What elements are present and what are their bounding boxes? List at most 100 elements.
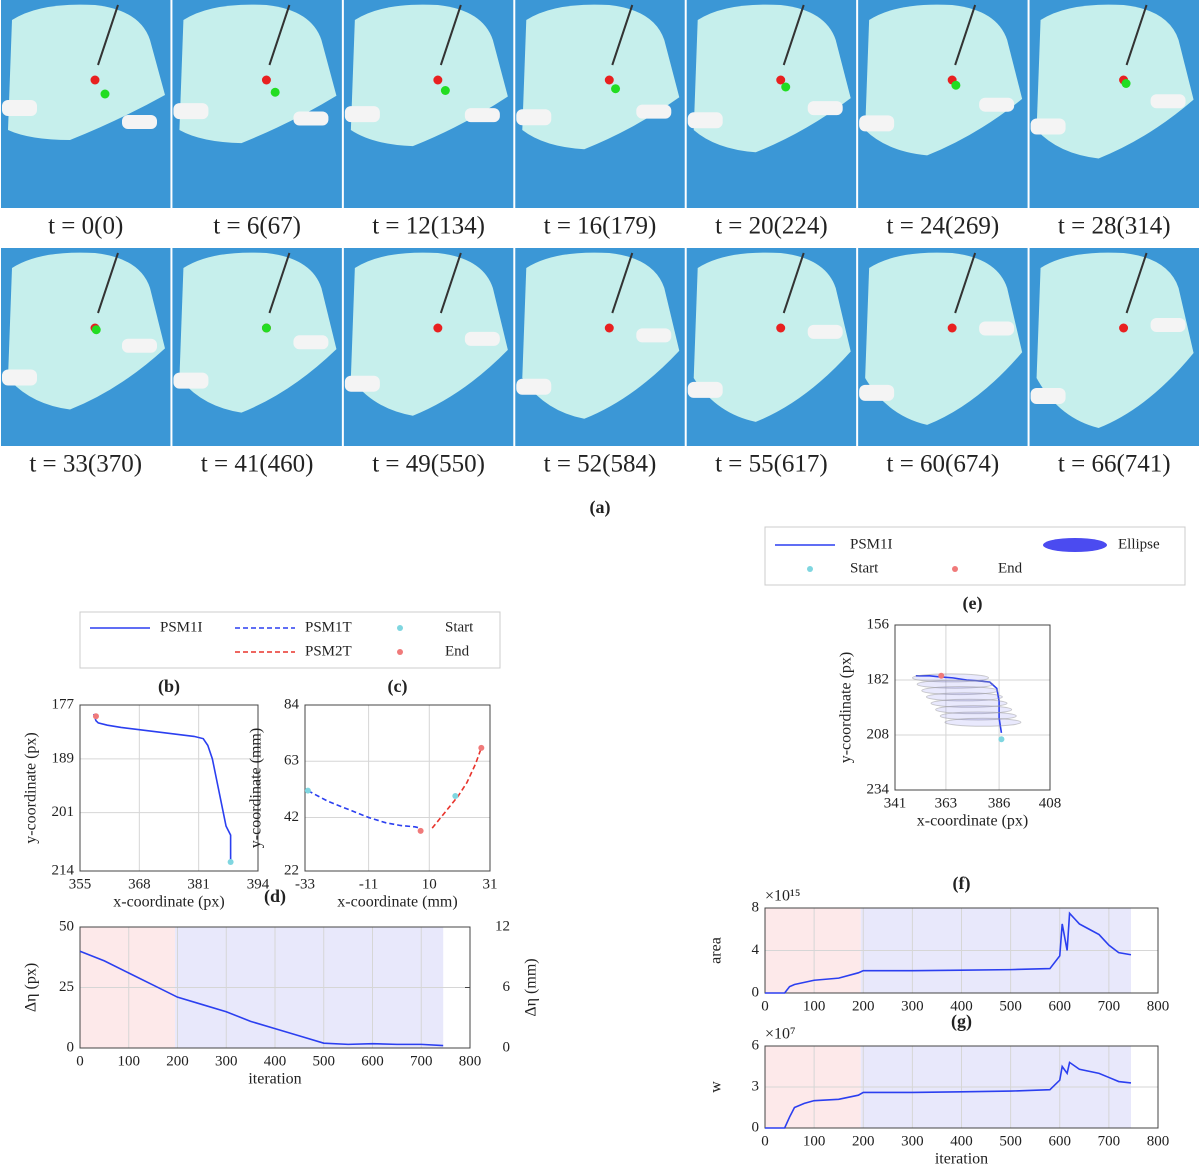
target-dot bbox=[1119, 323, 1129, 333]
plot-frame bbox=[79, 704, 259, 872]
clamp bbox=[516, 109, 552, 126]
y-tick-label: 189 bbox=[52, 750, 75, 766]
target-dot bbox=[604, 75, 614, 85]
x-axis-label: x-coordinate (px) bbox=[113, 894, 225, 911]
clamp bbox=[464, 331, 500, 346]
y-tick-label: 156 bbox=[867, 616, 890, 632]
needle bbox=[611, 4, 634, 66]
x-tick-label: 400 bbox=[950, 1133, 973, 1149]
panel-label: (d) bbox=[264, 886, 286, 907]
x-tick-label: 200 bbox=[852, 998, 875, 1014]
frame-caption: t = 12(134) bbox=[372, 213, 485, 240]
frame-caption: t = 49(550) bbox=[372, 451, 485, 478]
tracked-dot bbox=[781, 82, 791, 92]
tissue bbox=[8, 4, 165, 141]
target-dot bbox=[776, 75, 786, 85]
target-dot bbox=[433, 323, 443, 333]
tissue bbox=[865, 252, 1023, 425]
needle bbox=[268, 252, 291, 314]
y-multiplier: ×10⁷ bbox=[765, 1026, 796, 1043]
x-tick-label: -11 bbox=[359, 876, 378, 892]
clamp bbox=[636, 328, 672, 343]
x-tick-label: 100 bbox=[803, 1133, 826, 1149]
photo bbox=[1, 0, 171, 208]
tissue bbox=[179, 252, 337, 413]
legend-marker bbox=[397, 649, 403, 655]
frame-caption: t = 41(460) bbox=[201, 451, 314, 478]
needle bbox=[782, 252, 805, 314]
y-tick-label: 0 bbox=[67, 1039, 75, 1055]
line bbox=[79, 950, 444, 1047]
legend-label: End bbox=[998, 560, 1023, 576]
legend-label: PSM2T bbox=[305, 643, 352, 659]
y2-tick-label: 12 bbox=[495, 918, 510, 934]
x-tick-label: 400 bbox=[264, 1053, 287, 1069]
ellipse bbox=[944, 717, 1022, 727]
photo bbox=[1029, 248, 1199, 446]
ellipse bbox=[916, 679, 994, 689]
tracked-dot bbox=[1121, 79, 1131, 88]
y2-tick-label: 6 bbox=[503, 979, 511, 995]
tracked-dot bbox=[951, 80, 961, 90]
x-tick-label: 394 bbox=[247, 876, 270, 892]
legend-label: End bbox=[445, 643, 470, 659]
tissue bbox=[1036, 252, 1194, 428]
plot-frame bbox=[79, 926, 471, 1049]
x-axis-label: x-coordinate (mm) bbox=[337, 894, 457, 911]
ellipse bbox=[921, 686, 999, 696]
frame-caption: t = 66(741) bbox=[1058, 451, 1171, 478]
tissue bbox=[693, 252, 851, 422]
x-tick-label: 408 bbox=[1039, 795, 1062, 811]
plot-frame bbox=[764, 907, 1159, 994]
clamp bbox=[344, 375, 380, 392]
x-tick-label: 600 bbox=[1049, 1133, 1072, 1149]
x-tick-label: 500 bbox=[999, 998, 1022, 1014]
tissue bbox=[8, 252, 165, 410]
x-tick-label: 0 bbox=[761, 1133, 769, 1149]
frame-caption: t = 28(314) bbox=[1058, 213, 1171, 240]
panel-label: (g) bbox=[951, 1011, 972, 1032]
photo bbox=[343, 0, 514, 208]
clamp bbox=[173, 372, 209, 389]
plot-frame bbox=[894, 624, 1051, 791]
x-tick-label: 600 bbox=[361, 1053, 384, 1069]
photo bbox=[172, 248, 342, 446]
photo bbox=[858, 0, 1028, 208]
clamp bbox=[1150, 94, 1186, 109]
y-tick-label: 201 bbox=[52, 804, 75, 820]
x-tick-label: 10 bbox=[422, 876, 437, 892]
clamp bbox=[122, 338, 157, 353]
photo bbox=[686, 0, 857, 208]
tracked-dot bbox=[100, 89, 110, 99]
needle bbox=[97, 4, 119, 66]
legend-label: PSM1I bbox=[160, 619, 203, 635]
needle bbox=[1125, 252, 1148, 314]
y-axis-label: Δη (px) bbox=[23, 963, 40, 1012]
x-axis-label: iteration bbox=[935, 1151, 988, 1168]
clamp bbox=[464, 108, 500, 123]
line bbox=[92, 713, 232, 863]
target-dot bbox=[947, 323, 957, 333]
y-tick-label: 6 bbox=[752, 1037, 760, 1053]
panel-label: (e) bbox=[963, 593, 983, 614]
clamp bbox=[2, 369, 37, 386]
clamp bbox=[122, 115, 157, 129]
clamp bbox=[687, 381, 723, 398]
x-tick-label: 800 bbox=[459, 1053, 482, 1069]
x-tick-label: 0 bbox=[76, 1053, 84, 1069]
frame-caption: t = 0(0) bbox=[48, 213, 123, 240]
y-tick-label: 84 bbox=[284, 696, 300, 712]
clamp bbox=[1030, 388, 1066, 404]
tracked-dot bbox=[91, 325, 101, 335]
x-tick-label: 800 bbox=[1147, 998, 1170, 1014]
x-tick-label: 100 bbox=[118, 1053, 141, 1069]
clamp bbox=[1030, 118, 1066, 135]
y-axis-label: y-coordinate (px) bbox=[838, 652, 855, 764]
y-axis-label: y-coordinate (mm) bbox=[248, 728, 265, 848]
x-tick-label: 600 bbox=[1049, 998, 1072, 1014]
y-tick-label: 0 bbox=[752, 1119, 760, 1135]
clamp bbox=[516, 378, 552, 395]
y-tick-label: 182 bbox=[867, 671, 890, 687]
x-tick-label: 400 bbox=[950, 998, 973, 1014]
needle bbox=[782, 4, 805, 66]
